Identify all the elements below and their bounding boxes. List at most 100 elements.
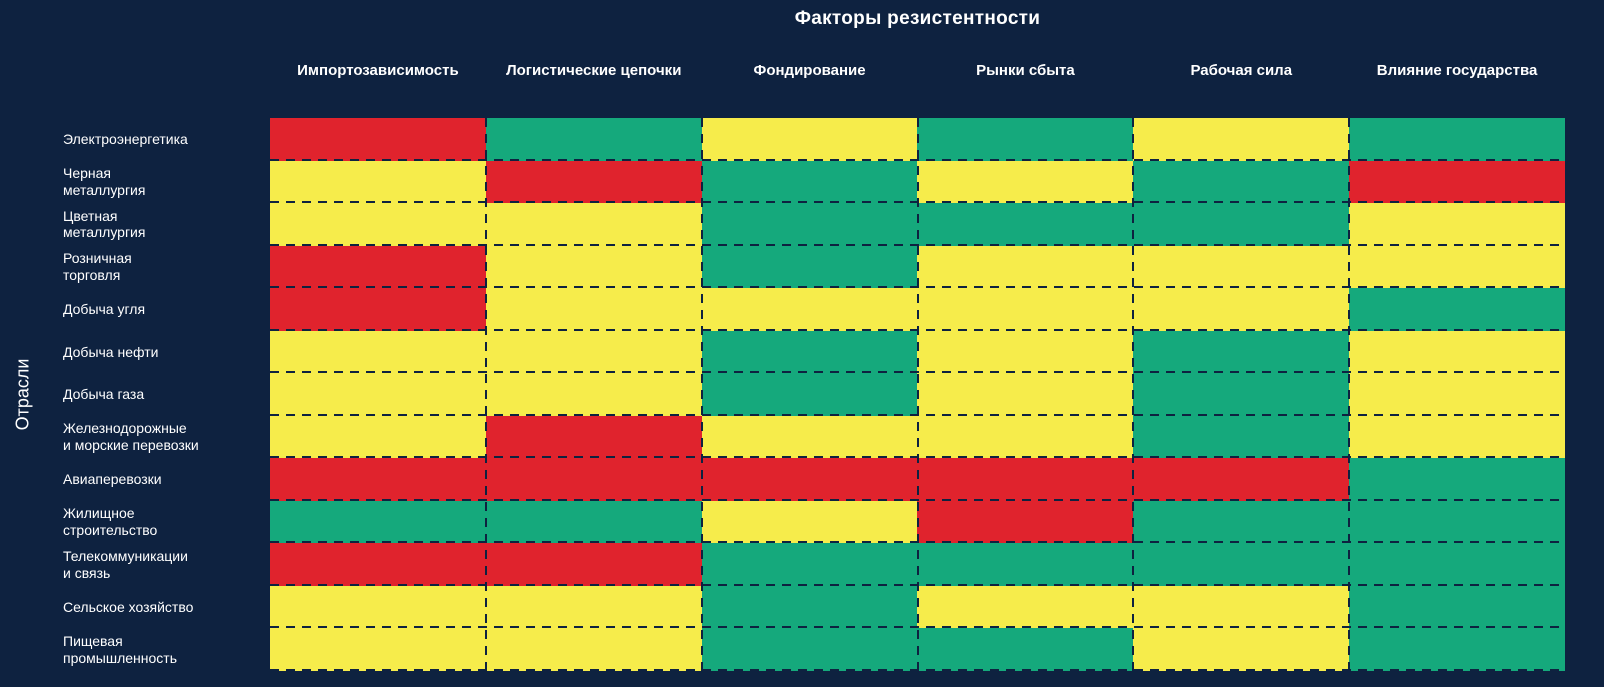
row-label: Сельское хозяйство — [63, 598, 194, 615]
heatmap-cell-green — [701, 245, 918, 289]
heatmap-cell-green — [701, 330, 918, 374]
heatmap-cell-green — [485, 118, 702, 161]
heatmap-cell-red — [485, 160, 702, 204]
heatmap-cell-yellow — [270, 203, 486, 246]
y-axis: Отрасли — [0, 118, 46, 671]
heatmap-cell-green — [270, 500, 486, 544]
heatmap-cell-yellow — [1133, 118, 1350, 161]
heatmap-cell-yellow — [917, 373, 1134, 416]
column-header: Влияние государства — [1376, 62, 1538, 79]
row-label: Пищевая промышленность — [63, 632, 177, 666]
heatmap-cell-green — [1349, 628, 1565, 671]
heatmap-cell-yellow — [1133, 628, 1350, 671]
row-label: Черная металлургия — [63, 165, 146, 198]
heatmap-cell-yellow — [917, 330, 1134, 374]
heatmap-cell-yellow — [485, 628, 702, 671]
heatmap-cell-red — [270, 543, 486, 586]
heatmap-grid — [270, 118, 1565, 671]
column-header: Импортозависимость — [297, 62, 459, 79]
heatmap-cell-green — [1133, 160, 1350, 204]
heatmap-cell-yellow — [917, 245, 1134, 289]
column-header: Рынки сбыта — [976, 62, 1075, 79]
heatmap-cell-yellow — [917, 585, 1134, 629]
heatmap-cell-yellow — [1349, 373, 1565, 416]
heatmap-cell-yellow — [1349, 415, 1565, 459]
heatmap-cell-red — [917, 500, 1134, 544]
heatmap-cell-green — [701, 203, 918, 246]
row-label: Жилищное строительство — [63, 505, 158, 539]
heatmap-cell-yellow — [1133, 585, 1350, 629]
heatmap-cell-yellow — [485, 585, 702, 629]
heatmap-cell-yellow — [1133, 245, 1350, 289]
heatmap-cell-yellow — [1349, 245, 1565, 289]
heatmap-cell-yellow — [917, 288, 1134, 331]
row-labels: Электроэнергетика Черная металлургия Цветн… — [63, 118, 267, 671]
heatmap-cell-yellow — [485, 373, 702, 416]
heatmap-cell-red — [701, 458, 918, 501]
heatmap-cell-red — [270, 458, 486, 501]
row-label: Авиаперевозки — [63, 471, 162, 488]
heatmap-cell-green — [917, 543, 1134, 586]
heatmap-cell-yellow — [270, 585, 486, 629]
heatmap-cell-yellow — [485, 245, 702, 289]
heatmap-cell-red — [917, 458, 1134, 501]
heatmap-cell-green — [1133, 415, 1350, 459]
heatmap-cell-green — [1349, 118, 1565, 161]
heatmap-cell-green — [1349, 458, 1565, 501]
heatmap-cell-green — [917, 628, 1134, 671]
heatmap-cell-yellow — [1133, 288, 1350, 331]
heatmap-cell-yellow — [485, 330, 702, 374]
heatmap-cell-green — [485, 500, 702, 544]
heatmap-cell-green — [701, 628, 918, 671]
heatmap-cell-yellow — [270, 373, 486, 416]
column-header: Фондирование — [753, 62, 866, 79]
row-label: Добыча нефти — [63, 343, 159, 360]
heatmap-cell-green — [1133, 373, 1350, 416]
y-axis-label: Отрасли — [12, 358, 33, 431]
row-label: Железнодорожные и морские перевозки — [63, 420, 199, 454]
heatmap-cell-green — [1349, 585, 1565, 629]
heatmap-cell-yellow — [701, 415, 918, 459]
heatmap-cell-green — [917, 118, 1134, 161]
heatmap-cell-green — [701, 543, 918, 586]
heatmap-cell-yellow — [917, 415, 1134, 459]
heatmap-cell-green — [701, 373, 918, 416]
heatmap-cell-yellow — [701, 500, 918, 544]
column-header: Логистические цепочки — [506, 62, 682, 79]
heatmap-cell-red — [270, 118, 486, 161]
heatmap-cell-yellow — [1349, 203, 1565, 246]
row-label: Цветная металлургия — [63, 207, 146, 241]
heatmap-cell-yellow — [701, 288, 918, 331]
column-headers: Импортозависимость Логистические цепочки Ф… — [270, 62, 1565, 79]
heatmap-cell-yellow — [701, 118, 918, 161]
heatmap-cell-yellow — [270, 415, 486, 459]
row-label: Добыча угля — [63, 301, 146, 318]
heatmap-cell-red — [1133, 458, 1350, 501]
heatmap-cell-yellow — [270, 330, 486, 374]
heatmap-cell-red — [1349, 160, 1565, 204]
heatmap-cell-green — [1349, 543, 1565, 586]
heatmap-cell-green — [1349, 500, 1565, 544]
heatmap-cell-yellow — [485, 288, 702, 331]
heatmap-cell-yellow — [917, 160, 1134, 204]
heatmap-cell-green — [701, 160, 918, 204]
heatmap-cell-green — [1133, 543, 1350, 586]
row-label: Розничная торговля — [63, 250, 132, 283]
heatmap-cell-yellow — [1349, 330, 1565, 374]
heatmap-cell-green — [1133, 330, 1350, 374]
heatmap-cell-red — [270, 245, 486, 289]
column-header: Рабочая сила — [1190, 62, 1293, 79]
heatmap-cell-yellow — [485, 203, 702, 246]
heatmap-cell-green — [917, 203, 1134, 246]
heatmap-cell-green — [1133, 203, 1350, 246]
heatmap-cell-red — [485, 543, 702, 586]
heatmap-cell-red — [485, 415, 702, 459]
row-label: Телекоммуникации и связь — [63, 547, 188, 581]
row-label: Электроэнергетика — [63, 130, 188, 147]
chart-title: Факторы резистентности — [794, 8, 1041, 29]
heatmap-cell-green — [1349, 288, 1565, 331]
heatmap-cell-green — [1133, 500, 1350, 544]
heatmap-cell-green — [701, 585, 918, 629]
heatmap-cell-yellow — [270, 160, 486, 204]
